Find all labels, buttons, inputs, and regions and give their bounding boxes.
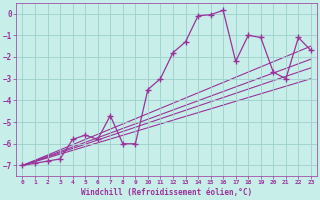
X-axis label: Windchill (Refroidissement éolien,°C): Windchill (Refroidissement éolien,°C) <box>81 188 252 197</box>
